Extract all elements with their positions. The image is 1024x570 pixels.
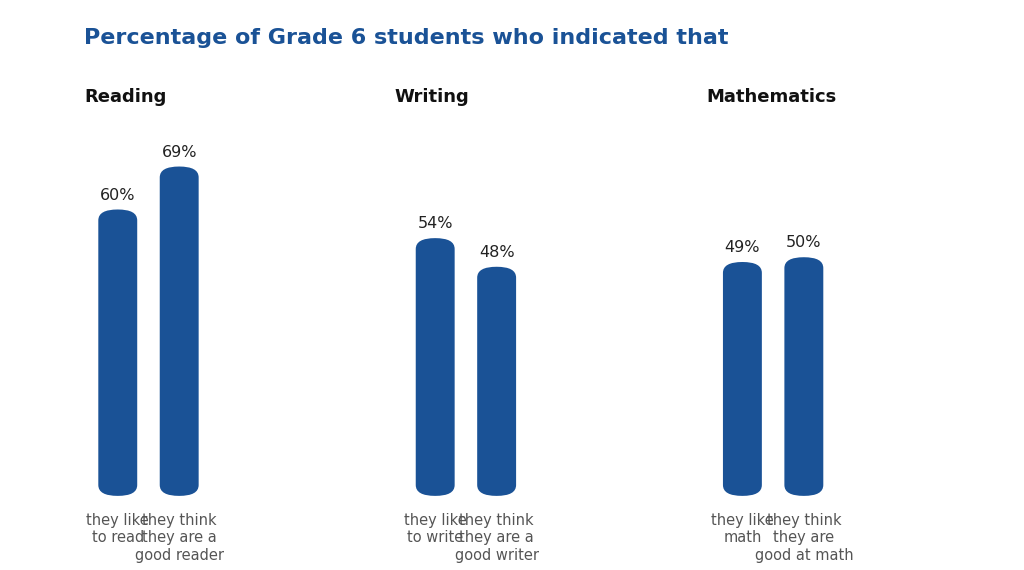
FancyBboxPatch shape xyxy=(477,267,516,496)
Text: they think
they are a
good reader: they think they are a good reader xyxy=(135,513,223,563)
FancyBboxPatch shape xyxy=(723,262,762,496)
Text: 54%: 54% xyxy=(418,216,453,231)
Text: 50%: 50% xyxy=(786,235,821,250)
Text: 49%: 49% xyxy=(725,240,760,255)
FancyBboxPatch shape xyxy=(416,238,455,496)
FancyBboxPatch shape xyxy=(784,257,823,496)
Text: Percentage of Grade 6 students who indicated that: Percentage of Grade 6 students who indic… xyxy=(84,28,728,48)
Text: Writing: Writing xyxy=(394,88,469,107)
Text: 69%: 69% xyxy=(162,145,197,160)
Text: they like
to write: they like to write xyxy=(403,513,467,545)
Text: Reading: Reading xyxy=(84,88,166,107)
FancyBboxPatch shape xyxy=(98,209,137,496)
Text: they think
they are
good at math: they think they are good at math xyxy=(755,513,853,563)
Text: 48%: 48% xyxy=(479,245,514,260)
Text: they like
to read: they like to read xyxy=(86,513,150,545)
Text: they like
math: they like math xyxy=(711,513,774,545)
Text: 60%: 60% xyxy=(100,188,135,202)
Text: Mathematics: Mathematics xyxy=(707,88,837,107)
Text: they think
they are a
good writer: they think they are a good writer xyxy=(455,513,539,563)
FancyBboxPatch shape xyxy=(160,166,199,496)
